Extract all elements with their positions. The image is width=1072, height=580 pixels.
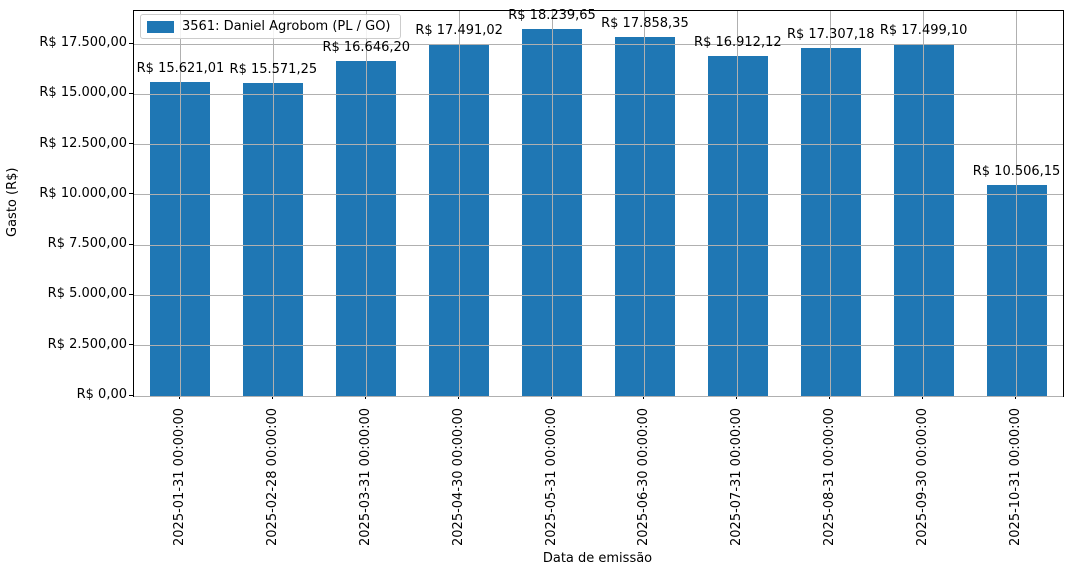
x-tick-mark (829, 395, 831, 399)
gridline-horizontal (134, 194, 1063, 196)
bar-value-label: R$ 17.858,35 (601, 15, 689, 31)
gridline-horizontal (134, 144, 1063, 146)
plot-area: R$ 15.621,01 R$ 15.571,25 R$ 16.646,20 R$ 1… (133, 8, 1064, 397)
x-tick-label: 2025-01-31 00:00:00 (171, 407, 187, 546)
bar-value-label: R$ 16.912,12 (694, 35, 782, 51)
gridline-vertical (272, 11, 274, 396)
gridline-vertical (923, 11, 925, 396)
y-tick-mark (129, 143, 133, 145)
y-tick-label: R$ 5.000,00 (47, 286, 127, 302)
x-tick-label: 2025-02-28 00:00:00 (264, 407, 280, 546)
gridline-vertical (644, 11, 646, 396)
gridline-horizontal (134, 294, 1063, 296)
x-tick-mark (736, 395, 738, 399)
bar-value-label: R$ 15.571,25 (229, 61, 318, 77)
x-tick-label: 2025-09-30 00:00:00 (915, 407, 931, 546)
gridline-horizontal (134, 244, 1063, 246)
x-tick-label: 2025-07-31 00:00:00 (729, 407, 745, 546)
y-tick-label: R$ 7.500,00 (47, 236, 127, 252)
y-tick-label: R$ 17.500,00 (39, 35, 127, 51)
gridline-vertical (458, 11, 460, 396)
gridline-vertical (830, 11, 832, 396)
gridline-vertical (1016, 11, 1018, 396)
x-tick-label: 2025-10-31 00:00:00 (1008, 407, 1024, 546)
x-tick-mark (550, 395, 552, 399)
legend-swatch (147, 20, 174, 33)
y-tick-mark (129, 344, 133, 346)
y-tick-mark (129, 42, 133, 44)
y-tick-label: R$ 12.500,00 (39, 135, 127, 151)
x-axis-title: Data de emissão (542, 551, 653, 566)
y-tick-label: R$ 15.000,00 (39, 85, 127, 101)
gridline-vertical (179, 11, 181, 396)
bar-value-label: R$ 15.621,01 (136, 60, 225, 76)
x-tick-mark (643, 395, 645, 399)
legend: 3561: Daniel Agrobom (PL / GO) (140, 14, 401, 39)
y-tick-label: R$ 10.000,00 (39, 185, 127, 201)
x-tick-mark (922, 395, 924, 399)
bar-value-label: R$ 17.307,18 (786, 27, 875, 43)
bar-value-label: R$ 16.646,20 (322, 40, 411, 56)
y-tick-label: R$ 2.500,00 (47, 336, 127, 352)
x-tick-label: 2025-03-31 00:00:00 (357, 407, 373, 546)
x-tick-mark (457, 395, 459, 399)
y-tick-mark (129, 293, 133, 295)
y-tick-mark (129, 193, 133, 195)
x-tick-label: 2025-04-30 00:00:00 (450, 407, 466, 546)
y-tick-mark (129, 394, 133, 396)
x-tick-mark (271, 395, 273, 399)
legend-label: 3561: Daniel Agrobom (PL / GO) (182, 19, 391, 34)
y-tick-label: R$ 0,00 (76, 387, 127, 402)
y-tick-mark (129, 243, 133, 245)
gridline-vertical (737, 11, 739, 396)
x-tick-mark (178, 395, 180, 399)
bar-value-label: R$ 10.506,15 (972, 163, 1061, 179)
y-tick-mark (129, 92, 133, 94)
x-tick-label: 2025-06-30 00:00:00 (636, 407, 652, 546)
gridline-horizontal (134, 395, 1063, 397)
bar-value-label: R$ 18.239,65 (508, 8, 596, 24)
x-tick-label: 2025-08-31 00:00:00 (822, 407, 838, 546)
gridline-vertical (551, 11, 553, 396)
gridline-vertical (365, 11, 367, 396)
gridline-horizontal (134, 93, 1063, 95)
x-tick-mark (1015, 395, 1017, 399)
x-tick-label: 2025-05-31 00:00:00 (543, 407, 559, 546)
x-tick-mark (364, 395, 366, 399)
bar-value-label: R$ 17.499,10 (879, 23, 968, 39)
gridline-horizontal (134, 43, 1063, 45)
bar-value-label: R$ 17.491,02 (415, 23, 503, 39)
gridline-horizontal (134, 345, 1063, 347)
